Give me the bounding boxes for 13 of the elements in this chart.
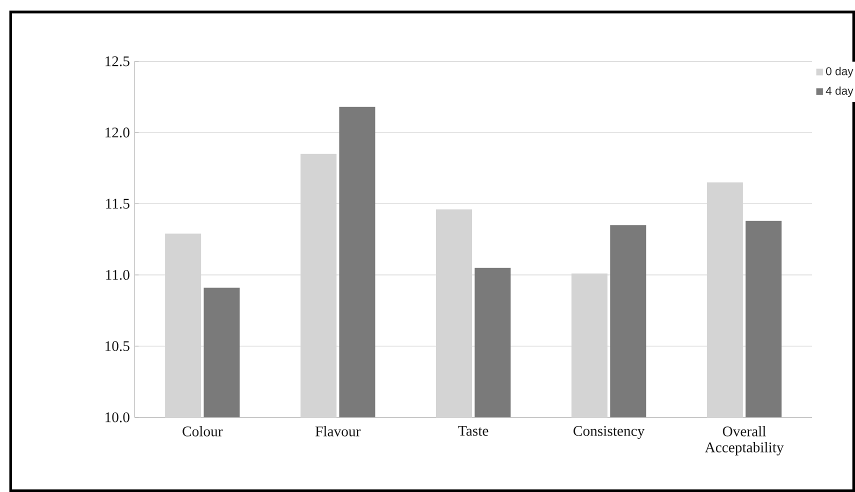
y-tick-label: 10.5	[106, 341, 130, 352]
legend-label: 4 day	[826, 86, 854, 98]
x-tick-label: Taste	[458, 426, 488, 436]
x-tick-label: Consistency	[574, 426, 645, 439]
y-tick-label: 12.0	[106, 128, 130, 138]
y-tick-label: 11.5	[106, 198, 130, 209]
x-tick-label: Overall Acceptability	[704, 426, 784, 456]
x-tick-label: Colour	[182, 426, 223, 436]
x-tick-label: Flavour	[315, 426, 361, 436]
y-tick-label: 11.0	[106, 270, 130, 280]
y-tick-label: 12.5	[106, 56, 130, 66]
y-tick-label: 10.0	[106, 412, 130, 422]
legend-label: 0 day	[826, 66, 854, 78]
